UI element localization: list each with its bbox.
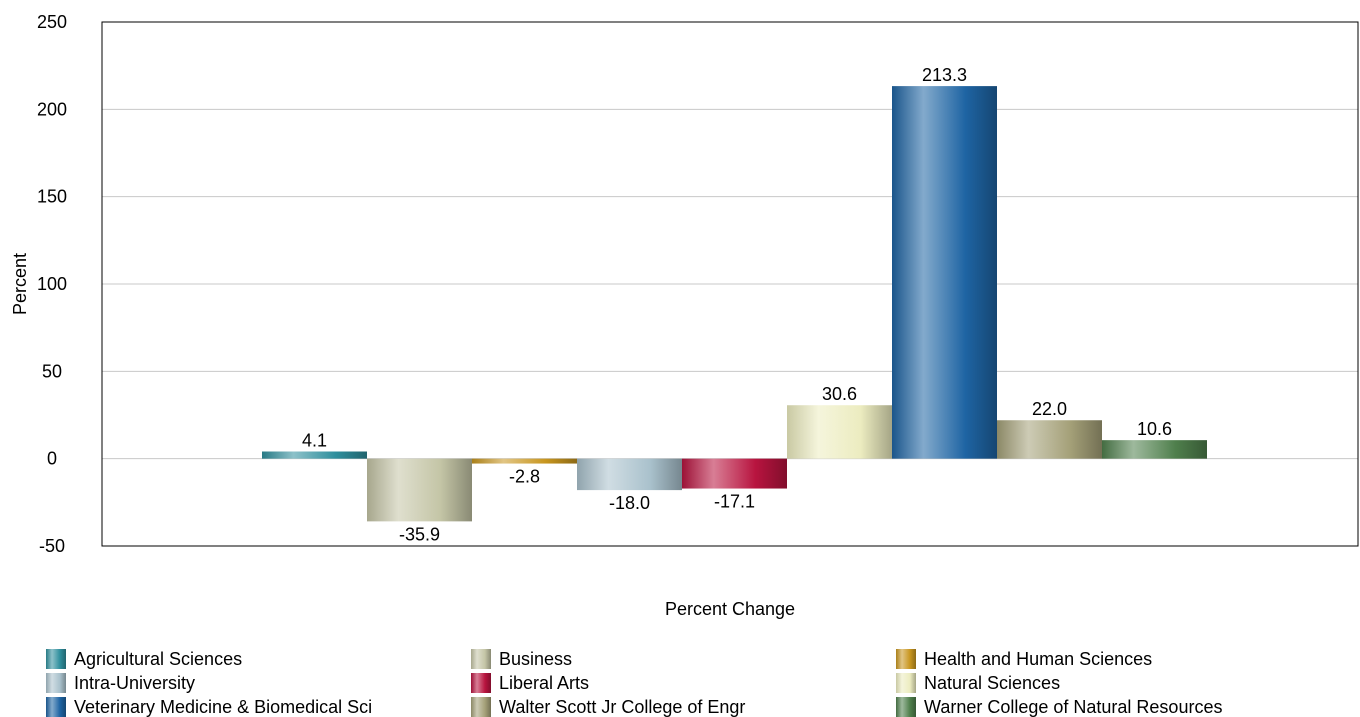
y-tick-label: 50 [42,361,62,381]
y-tick-label: 250 [37,12,67,32]
y-tick-label: -50 [39,536,65,556]
x-axis-label: Percent Change [665,599,795,619]
data-label: 213.3 [922,65,967,85]
y-tick-label: 100 [37,274,67,294]
y-tick-label: 200 [37,99,67,119]
bar-natural-sciences [787,405,892,459]
data-labels: 4.1 -35.9 -2.8 -18.0 -17.1 30.6 213.3 22.0 10.6 [302,65,1172,544]
data-label: -2.8 [509,467,540,487]
data-label: -17.1 [714,492,755,512]
y-tick-label: 150 [37,187,67,207]
bar-intra-university [577,458,682,491]
bar-walter-scott-jr-college-of-engr [997,420,1102,459]
y-tick-label: 0 [47,449,57,469]
bar-business [367,458,472,522]
data-label: 4.1 [302,431,327,451]
bar-liberal-arts [682,458,787,489]
data-label: -18.0 [609,493,650,513]
data-label: 10.6 [1137,419,1172,439]
data-label: 30.6 [822,384,857,404]
bar-agricultural-sciences [262,451,367,459]
bar-warner-college-of-natural-resources [1102,440,1207,459]
y-axis-label: Percent [10,253,30,315]
bars [262,86,1207,522]
data-label: 22.0 [1032,399,1067,419]
y-axis-ticks: -50 0 50 100 150 200 250 [37,12,67,556]
data-label: -35.9 [399,524,440,544]
plot-area-frame [101,21,1359,547]
bar-health-and-human-sciences [472,458,577,464]
bar-veterinary-medicine-biomedical-sci [892,86,997,459]
